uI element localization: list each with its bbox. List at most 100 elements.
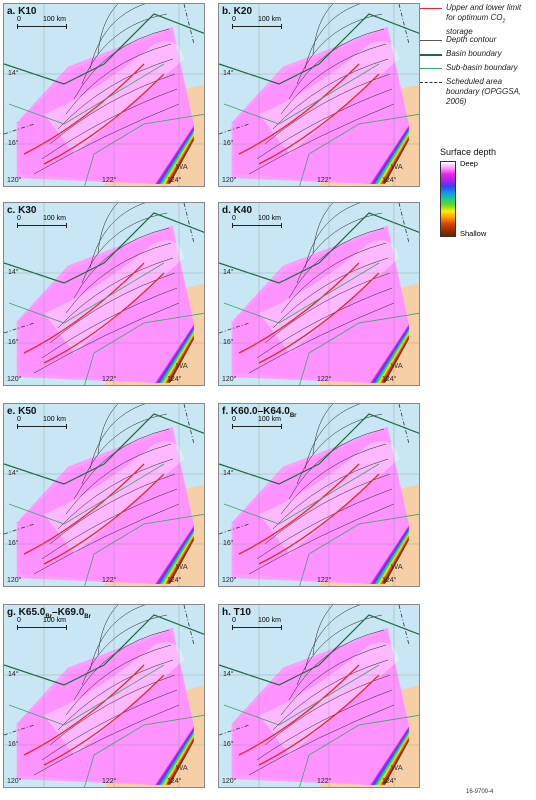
panel-title: c. K30 — [7, 205, 36, 218]
co2-limit-lines — [238, 63, 380, 165]
subbasin-boundary — [8, 463, 204, 586]
lon-122-label: 122° — [317, 177, 332, 184]
lat-14-label: 14° — [223, 269, 234, 276]
subbasin-boundary — [223, 463, 419, 586]
lon-122-label: 122° — [317, 376, 332, 383]
co2-limit-lines — [23, 463, 165, 565]
depth-color-ramp — [440, 161, 456, 237]
legend-co2-limit: Upper and lower limit for optimum CO2 st… — [420, 3, 536, 36]
scheduled-area-boundary — [219, 605, 410, 736]
scheduled-area-boundary — [4, 4, 195, 135]
scheduled-area-boundary — [219, 4, 410, 135]
legend-limit-sub: 2 — [502, 18, 506, 25]
scale-km-label: 100 km — [43, 215, 66, 222]
scheduled-area-boundary — [4, 404, 195, 535]
map-panel: c. K30 0 100 km 14° 16° 120° 122° 124° W… — [3, 202, 205, 386]
scheduled-area-boundary — [219, 203, 410, 334]
scale-bar: 0 100 km — [232, 416, 282, 429]
panel-title: d. K40 — [222, 205, 252, 218]
lon-120-label: 120° — [222, 376, 237, 383]
lat-16-label: 16° — [8, 140, 19, 147]
lat-16-label: 16° — [223, 339, 234, 346]
scheduled-area-boundary — [4, 203, 195, 334]
panel-label-sub: Br — [45, 614, 53, 620]
panel-label-text: h. T10 — [222, 607, 251, 618]
panel-label-text: b. K20 — [222, 6, 253, 17]
lon-122-label: 122° — [102, 577, 117, 584]
graticule — [4, 605, 204, 787]
scale-bar: 0 100 km — [17, 617, 67, 630]
map-panel: f. K60.0–K64.0Br 0 100 km 14° 16° 120° 1… — [218, 403, 420, 587]
co2-limit-lines — [238, 463, 380, 565]
lat-14-label: 14° — [223, 470, 234, 477]
panel-title: f. K60.0–K64.0Br — [222, 406, 297, 419]
graticule — [219, 4, 419, 186]
scale-zero-label: 0 — [232, 617, 236, 624]
figure-credit: 16-9700-4 — [466, 789, 494, 795]
wa-label: WA — [391, 763, 403, 772]
scale-zero-label: 0 — [17, 617, 21, 624]
graticule — [4, 4, 204, 186]
scale-zero-label: 0 — [232, 16, 236, 23]
scale-bar: 0 100 km — [232, 215, 282, 228]
lon-122-label: 122° — [102, 177, 117, 184]
scale-zero-label: 0 — [232, 215, 236, 222]
scale-bar: 0 100 km — [232, 16, 282, 29]
scale-km-label: 100 km — [43, 617, 66, 624]
wa-label: WA — [176, 361, 188, 370]
panel-label-text: c. K30 — [7, 205, 37, 216]
surface-depth-raster — [16, 26, 195, 185]
lon-120-label: 120° — [7, 376, 22, 383]
legend-scheduled-text-2: boundary (OPGGSA, — [446, 87, 522, 96]
scale-km-label: 100 km — [258, 16, 281, 23]
map-canvas — [219, 605, 419, 787]
legend-subbasin-text: Sub-basin boundary — [446, 63, 518, 72]
scheduled-area-boundary — [219, 404, 410, 535]
subbasin-boundary — [223, 262, 419, 385]
lon-120-label: 120° — [7, 177, 22, 184]
scale-zero-label: 0 — [17, 16, 21, 23]
depth-contours — [248, 203, 395, 374]
co2-limit-lines — [23, 63, 165, 165]
scheduled-area-boundary — [4, 605, 195, 736]
map-panel: d. K40 0 100 km 14° 16° 120° 122° 124° W… — [218, 202, 420, 386]
surface-depth-legend: Surface depth Deep Shallow — [440, 147, 536, 238]
scale-bar: 0 100 km — [17, 215, 67, 228]
panel-title: e. K50 — [7, 406, 36, 419]
lat-16-label: 16° — [223, 741, 234, 748]
scale-km-label: 100 km — [43, 16, 66, 23]
scale-km-label: 100 km — [258, 617, 281, 624]
wa-label: WA — [176, 162, 188, 171]
map-canvas — [4, 203, 204, 385]
graticule — [219, 203, 419, 385]
lat-16-label: 16° — [8, 540, 19, 547]
lon-120-label: 120° — [222, 778, 237, 785]
scale-km-label: 100 km — [43, 416, 66, 423]
map-panel: e. K50 0 100 km 14° 16° 120° 122° 124° W… — [3, 403, 205, 587]
subbasin-boundary — [8, 262, 204, 385]
co2-limit-lines — [23, 262, 165, 364]
depth-contours — [33, 203, 180, 374]
lon-120-label: 120° — [222, 577, 237, 584]
panel-title: h. T10 — [222, 607, 251, 620]
panel-label-text-2: –K69.0 — [52, 607, 85, 618]
lon-120-label: 120° — [7, 778, 22, 785]
panel-title: b. K20 — [222, 6, 252, 19]
lon-122-label: 122° — [317, 778, 332, 785]
map-canvas — [4, 605, 204, 787]
lon-124-label: 124° — [167, 177, 182, 184]
graticule — [219, 605, 419, 787]
scale-zero-label: 0 — [17, 416, 21, 423]
map-canvas — [4, 4, 204, 186]
depth-contours — [33, 605, 180, 776]
map-canvas — [4, 404, 204, 586]
lat-14-label: 14° — [8, 470, 19, 477]
lat-14-label: 14° — [8, 70, 19, 77]
ramp-deep-label: Deep — [460, 159, 478, 168]
scale-zero-label: 0 — [17, 215, 21, 222]
wa-label: WA — [176, 763, 188, 772]
panel-label-sub: Br — [289, 413, 297, 419]
co2-limit-lines — [238, 664, 380, 766]
wa-label: WA — [391, 361, 403, 370]
scale-km-label: 100 km — [258, 416, 281, 423]
